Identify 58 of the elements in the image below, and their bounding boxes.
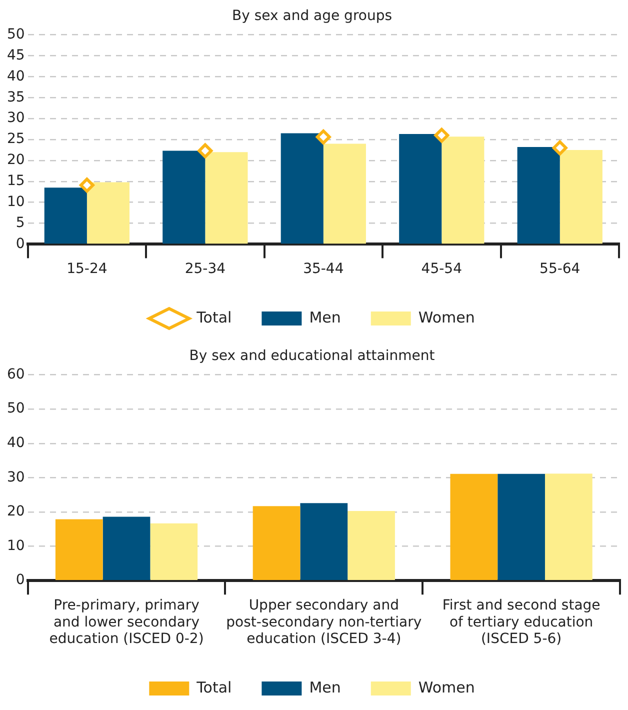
legend-label: Total — [196, 678, 232, 696]
y-tick-label: 0 — [16, 572, 25, 588]
legend-label: Women — [418, 308, 475, 326]
y-tick-label: 10 — [6, 538, 25, 554]
bar — [300, 503, 348, 580]
x-tick-label: 35-44 — [303, 261, 344, 278]
x-tick-label: Upper secondary and post-secondary non-tertiary education (ISCED 3-4) — [226, 598, 422, 648]
x-tick-label: 55-64 — [540, 261, 580, 278]
legend-label: Men — [309, 308, 341, 326]
legend-label: Total — [196, 308, 232, 326]
bar — [544, 474, 592, 580]
y-tick-label: 0 — [16, 236, 25, 252]
point — [198, 143, 213, 158]
bar — [450, 474, 498, 580]
bar — [86, 182, 130, 244]
bar — [162, 150, 206, 244]
point — [79, 178, 94, 193]
y-tick-label: 40 — [6, 435, 25, 452]
point — [434, 128, 450, 143]
point — [316, 129, 331, 144]
x-tick-label: 45-54 — [421, 261, 462, 278]
y-tick-label: 45 — [6, 47, 25, 64]
chart-title: By sex and age groups — [232, 8, 392, 24]
y-tick-label: 25 — [6, 131, 25, 148]
y-tick-label: 40 — [6, 68, 25, 84]
bar — [55, 519, 103, 580]
y-tick-label: 60 — [6, 366, 25, 382]
bar — [44, 188, 87, 244]
y-tick-label: 50 — [6, 26, 25, 42]
legend-label: Women — [418, 678, 475, 696]
bar — [323, 144, 366, 244]
y-tick-label: 20 — [6, 152, 25, 168]
y-tick-label: 30 — [6, 110, 25, 126]
y-tick-label: 35 — [6, 89, 25, 106]
bar — [442, 136, 484, 244]
bar — [205, 152, 248, 244]
bar — [102, 516, 150, 580]
y-tick-label: 50 — [6, 400, 25, 417]
bar — [517, 147, 560, 244]
bar — [280, 133, 324, 244]
y-tick-label: 15 — [6, 173, 25, 190]
y-tick-label: 20 — [6, 504, 25, 520]
y-tick-label: 30 — [6, 469, 25, 486]
chart-title: By sex and educational attainment — [189, 348, 436, 364]
bar — [252, 506, 300, 580]
y-tick-label: 10 — [6, 194, 25, 210]
legend-label: Men — [309, 678, 341, 696]
x-tick-label: 15-24 — [66, 261, 108, 278]
bar — [399, 134, 442, 244]
y-tick-label: 5 — [16, 214, 25, 231]
point — [552, 140, 568, 156]
bar — [348, 510, 395, 580]
x-tick-label: First and second stage of tertiary education (ISCED 5-6) — [442, 598, 600, 648]
bar — [498, 474, 545, 580]
x-tick-label: 25-34 — [184, 261, 226, 278]
bar — [560, 150, 602, 244]
x-tick-label: Pre-primary, primary and lower secondary education (ISCED 0-2) — [49, 598, 204, 648]
bar — [150, 523, 198, 580]
